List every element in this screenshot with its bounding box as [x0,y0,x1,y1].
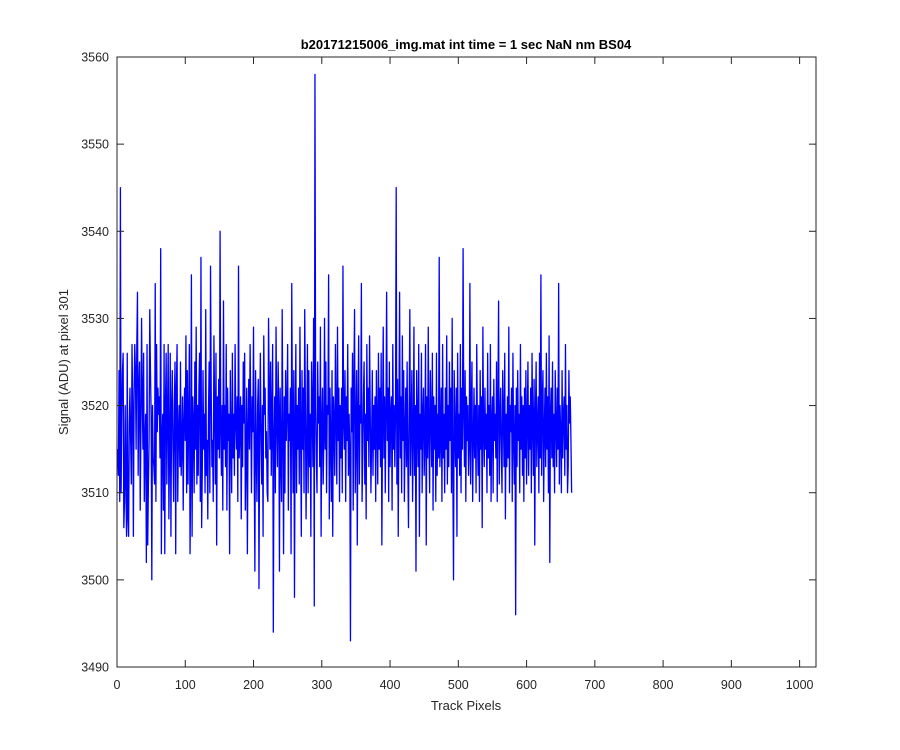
x-tick-label: 400 [380,678,401,692]
x-tick-label: 1000 [786,678,814,692]
y-tick-label: 3520 [81,399,109,413]
x-tick-label: 100 [175,678,196,692]
x-tick-label: 500 [448,678,469,692]
x-tick-label: 200 [243,678,264,692]
series-line-0 [117,73,573,642]
y-tick-label: 3560 [81,51,109,65]
axis-ticks: 0 100 200 300 400 500 600 700 800 900 1000 3490 3500… [81,51,816,692]
y-tick-label: 3530 [81,312,109,326]
x-tick-label: 900 [721,678,742,692]
chart-title: b20171215006_img.mat int time = 1 sec Na… [301,37,632,52]
plot-area [117,73,573,642]
x-axis-label: Track Pixels [431,698,502,713]
axes-box [116,56,817,668]
x-tick-label: 600 [516,678,537,692]
y-axis-label: Signal (ADU) at pixel 301 [56,289,71,435]
y-tick-label: 3540 [81,225,109,239]
y-tick-label: 3500 [81,573,109,587]
x-tick-label: 0 [114,678,121,692]
y-tick-label: 3490 [81,661,109,675]
axes-background [117,57,816,667]
x-tick-label: 300 [311,678,332,692]
y-tick-label: 3550 [81,138,109,152]
x-tick-label: 700 [584,678,605,692]
x-tick-label: 800 [653,678,674,692]
y-tick-label: 3510 [81,486,109,500]
